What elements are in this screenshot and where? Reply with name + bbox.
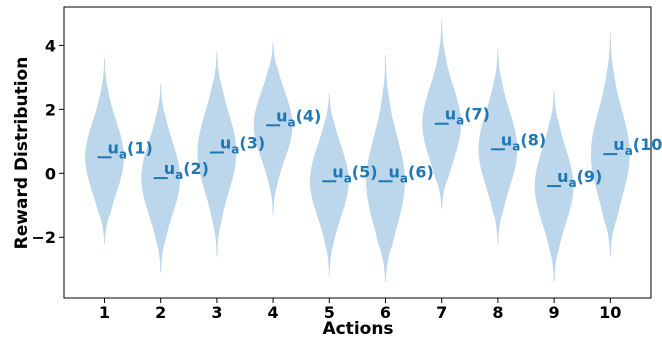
x-tick-label: 10 bbox=[599, 303, 621, 322]
mean-label-action-9: ua(9) bbox=[557, 167, 602, 190]
x-axis-title: Actions bbox=[322, 319, 393, 339]
violin-action-5 bbox=[309, 93, 349, 276]
violin-action-7 bbox=[422, 19, 462, 209]
x-axis: 1 2 3 4 5 6 7 8 9 10 bbox=[99, 298, 621, 322]
mean-label-action-6: ua(6) bbox=[389, 162, 434, 185]
y-axis: −2 0 2 4 bbox=[31, 36, 64, 247]
violin-action-6 bbox=[366, 55, 405, 282]
y-tick-label: 0 bbox=[45, 164, 56, 183]
x-tick-label: 4 bbox=[268, 303, 279, 322]
mean-label-action-2: ua(2) bbox=[164, 159, 209, 182]
plot-frame bbox=[63, 6, 652, 299]
mean-label-action-5: ua(5) bbox=[332, 162, 377, 185]
x-tick-label: 8 bbox=[492, 303, 503, 322]
mean-labels-group: ua(1) ua(2) ua(3) ua(4) ua(5) ua(6) ua(7) ua(8)… bbox=[108, 105, 662, 190]
mean-label-action-8: ua(8) bbox=[501, 130, 546, 153]
violin-action-10 bbox=[590, 32, 630, 257]
mean-label-action-1: ua(1) bbox=[108, 138, 153, 161]
mean-label-action-10: ua(10) bbox=[613, 135, 662, 158]
violin-action-3 bbox=[197, 51, 237, 257]
y-tick-label: 2 bbox=[45, 100, 56, 119]
x-tick-label: 6 bbox=[380, 303, 391, 322]
mean-label-action-4: ua(4) bbox=[276, 106, 321, 129]
y-tick-label: −2 bbox=[31, 228, 56, 247]
mean-lines-group bbox=[97, 122, 618, 188]
x-tick-label: 1 bbox=[99, 303, 110, 322]
x-tick-label: 9 bbox=[549, 303, 560, 322]
mean-label-action-3: ua(3) bbox=[220, 134, 265, 157]
x-tick-label: 3 bbox=[211, 303, 222, 322]
violin-action-4 bbox=[253, 42, 293, 215]
mean-label-action-7: ua(7) bbox=[445, 105, 490, 128]
x-tick-label: 7 bbox=[436, 303, 447, 322]
y-tick-label: 4 bbox=[45, 36, 56, 55]
violins-group bbox=[85, 19, 630, 282]
violin-action-1 bbox=[85, 58, 124, 244]
x-tick-label: 2 bbox=[155, 303, 166, 322]
x-tick-label: 5 bbox=[324, 303, 335, 322]
violin-action-8 bbox=[478, 48, 518, 244]
y-axis-title: Reward Distribution bbox=[12, 57, 32, 250]
